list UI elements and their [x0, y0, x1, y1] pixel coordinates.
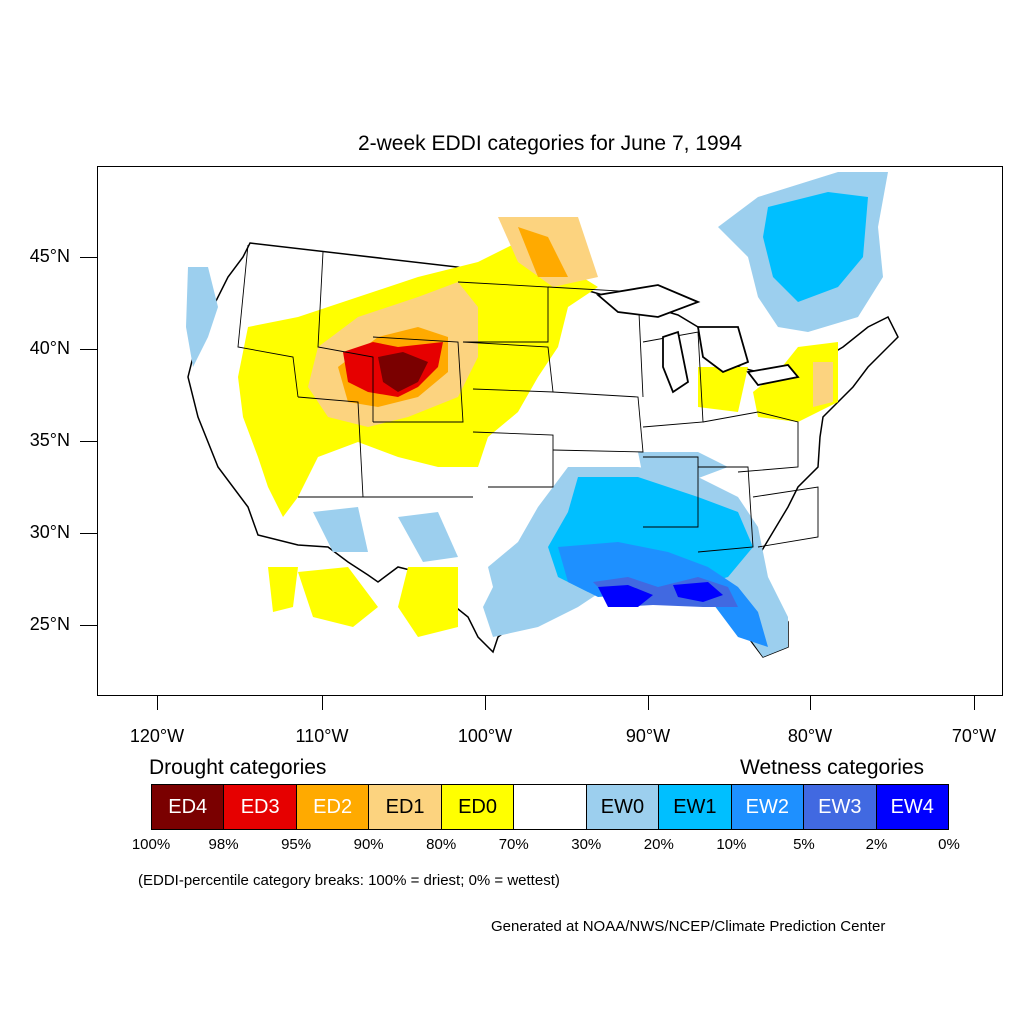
- percentile-break-label: 5%: [793, 836, 815, 853]
- percentile-break-label: 0%: [938, 836, 960, 853]
- percentile-break-label: 20%: [643, 836, 674, 853]
- legend-swatch: EW2: [731, 785, 805, 829]
- category-colorbar: ED4 ED3 ED2 ED1 ED0 EW0 EW1 EW2 EW3 EW4: [151, 784, 949, 830]
- legend-swatch: ED0: [441, 785, 515, 829]
- y-tick-label: 40°N: [29, 338, 70, 358]
- great-lakes: [595, 284, 800, 394]
- x-tick-label: 100°W: [457, 726, 513, 746]
- percentile-footnote: (EDDI-percentile category breaks: 100% =…: [138, 872, 560, 889]
- wetness-legend-heading: Wetness categories: [740, 756, 925, 779]
- x-tick-label: 80°W: [787, 726, 833, 746]
- x-tick: [157, 696, 158, 710]
- percentile-break-label: 90%: [353, 836, 384, 853]
- state-boundaries: [237, 244, 819, 553]
- x-tick-label: 110°W: [295, 726, 349, 746]
- y-tick: [80, 349, 98, 350]
- x-tick: [648, 696, 649, 710]
- legend-swatch: ED2: [296, 785, 370, 829]
- x-tick: [322, 696, 323, 710]
- drought-areas: [238, 217, 838, 637]
- legend-swatch: ED4: [152, 785, 225, 829]
- percentile-break-label: 10%: [716, 836, 747, 853]
- map-panel: [97, 166, 1003, 696]
- legend-swatch: EW4: [876, 785, 948, 829]
- y-tick-label: 35°N: [29, 430, 70, 450]
- y-tick-label: 30°N: [29, 522, 70, 542]
- percentile-break-label: 70%: [498, 836, 529, 853]
- percentile-break-label: 2%: [865, 836, 888, 853]
- x-tick: [810, 696, 811, 710]
- y-tick-label: 25°N: [29, 614, 70, 634]
- y-tick: [80, 257, 98, 258]
- y-tick-label: 45°N: [29, 246, 70, 266]
- map-title: 2-week EDDI categories for June 7, 1994: [357, 132, 743, 155]
- x-tick-label: 90°W: [625, 726, 671, 746]
- legend-swatch: ED3: [224, 785, 297, 829]
- y-tick: [80, 441, 98, 442]
- percentile-break-label: 100%: [131, 836, 171, 853]
- x-tick: [974, 696, 975, 710]
- drought-legend-heading: Drought categories: [149, 756, 327, 779]
- wetness-areas: [186, 172, 888, 657]
- x-tick-label: 120°W: [129, 726, 185, 746]
- percentile-break-label: 95%: [281, 836, 312, 853]
- x-tick: [485, 696, 486, 710]
- credit-line: Generated at NOAA/NWS/NCEP/Climate Predi…: [491, 918, 886, 935]
- percentile-break-label: 80%: [426, 836, 457, 853]
- legend-swatch: ED1: [369, 785, 442, 829]
- y-tick: [80, 625, 98, 626]
- legend-swatch: [514, 785, 587, 829]
- percentile-break-label: 98%: [208, 836, 239, 853]
- percentile-break-label: 30%: [571, 836, 602, 853]
- x-tick-label: 70°W: [951, 726, 997, 746]
- legend-swatch: EW0: [586, 785, 660, 829]
- y-tick: [80, 533, 98, 534]
- map-canvas: [186, 172, 899, 658]
- legend-swatch: EW1: [659, 785, 732, 829]
- legend-swatch: EW3: [804, 785, 877, 829]
